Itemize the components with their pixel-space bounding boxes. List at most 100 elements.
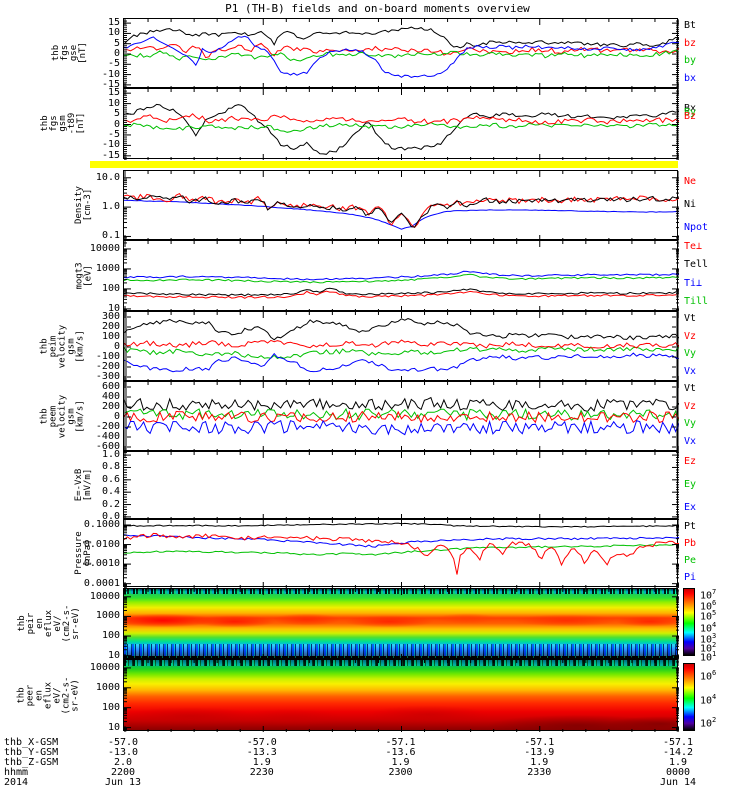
series-peim-velocity-Vy: [124, 346, 679, 360]
legend-peem-velocity-Vt: Vt: [684, 383, 697, 394]
ytick-efield-0.2: 0.2: [101, 498, 120, 510]
peir-colorbar-label-10e3: 103: [700, 631, 717, 646]
series-fgs-gsm-t89-Bx: [124, 103, 679, 155]
series-pressure-Pb: [124, 532, 679, 575]
peir-colorbar-label-10e6: 106: [700, 598, 717, 612]
legend-density-Ni: Ni: [684, 198, 697, 210]
ytick-peer-100: 100: [101, 701, 120, 713]
ytick-peem-velocity-400: 400: [101, 391, 120, 402]
legend-pressure-Pi: Pi: [684, 571, 697, 583]
ytick-peem-velocity-200: 200: [101, 401, 120, 412]
bottom-value-thb_Z-GSM-2: 1.9: [391, 757, 410, 768]
panel-peem-velocity: [123, 381, 679, 452]
series-temperature-Te⊥: [124, 290, 679, 299]
ytick-peim-velocity--200: -200: [95, 361, 120, 372]
peir-colorbar-label-10e7: 107: [700, 588, 717, 602]
panel-peir-canvas: [124, 589, 679, 660]
plot-title: P1 (TH-B) fields and on-board moments ov…: [225, 2, 530, 15]
legend-fgs-gsm-t89-Bz: Bz: [684, 111, 697, 123]
legend-temperature-Ti⊥: Ti⊥: [684, 277, 703, 289]
peir-colorbar-label-10e5: 105: [700, 609, 717, 623]
panel-peim-velocity: [123, 311, 679, 382]
legend-fgs-gsm-t89-Bx: Bx: [684, 102, 697, 114]
legend-efield-Ez: Ez: [684, 456, 697, 468]
ylabel-peer: thb peer en eflux eV/ (cm2-s- sr-eV): [16, 676, 81, 714]
flag-bar: [90, 161, 678, 168]
ytick-temperature-10000: 10000: [89, 242, 120, 254]
bottom-value-thb_X-GSM-4: -57.1: [662, 737, 694, 748]
peir-colorbar-label-10e4: 104: [700, 621, 717, 635]
ytick-fgs-gse--5: -5: [107, 58, 120, 70]
panel-peim-velocity-canvas: [124, 312, 679, 382]
ylabel-peim-velocity: thb peim velocity gsm [km/s]: [39, 324, 86, 368]
ytick-efield-0.0: 0.0: [101, 510, 120, 522]
ytick-peir-100: 100: [101, 630, 120, 642]
bottom-value-thb_X-GSM-0: -57.0: [107, 737, 139, 748]
peir-spk-b-layer: [124, 644, 677, 656]
ytick-fgs-gsm-t89--10: -10: [101, 139, 120, 151]
bottom-value-thb_Y-GSM-0: -13.0: [107, 747, 139, 758]
legend-efield-Ey: Ey: [684, 478, 697, 490]
bottom-value-thb_Y-GSM-4: -14.2: [662, 747, 694, 758]
panel-fgs-gsm-t89: [123, 88, 679, 160]
ytick-peem-velocity--200: -200: [95, 421, 120, 432]
bottom-value-thb_Y-GSM-3: -13.9: [524, 747, 555, 758]
ytick-peir-10000: 10000: [89, 590, 120, 602]
ytick-fgs-gsm-t89-15: 15: [107, 87, 120, 99]
series-peem-velocity-Vz: [124, 410, 679, 424]
series-temperature-Till: [124, 273, 679, 284]
series-peem-velocity-Vy: [124, 407, 679, 422]
ytick-efield-0.4: 0.4: [101, 486, 120, 498]
series-fgs-gse-bx: [124, 35, 679, 78]
ytick-fgs-gse-5: 5: [113, 37, 120, 49]
series-peim-velocity-Vx: [124, 352, 679, 373]
peir-colorbar-label-10e1: 101: [700, 649, 717, 663]
ytick-pressure-0.0100: 0.0100: [83, 538, 120, 550]
peer-colorbar-label-10e6: 106: [700, 668, 717, 683]
ytick-pressure-0.0010: 0.0010: [83, 558, 120, 570]
ytick-density-0.1: 0.1: [101, 230, 120, 242]
ytick-fgs-gsm-t89-10: 10: [107, 97, 120, 109]
ytick-pressure-0.0001: 0.0001: [83, 577, 120, 589]
legend-fgs-gsm-t89-By: By: [684, 107, 697, 119]
legend-efield-Ex: Ex: [684, 501, 697, 513]
ytick-peer-1000: 1000: [95, 681, 120, 693]
bottom-value-thb_X-GSM-1: -57.0: [246, 737, 277, 748]
bottom-row-label-thb_Y-GSM: thb_Y-GSM: [4, 747, 59, 758]
series-pressure-Pe: [124, 543, 679, 556]
panel-density: [123, 170, 679, 241]
panel-peem-velocity-canvas: [124, 382, 679, 452]
ytick-peer-10: 10: [107, 721, 120, 733]
series-fgs-gse-by: [124, 49, 679, 62]
ytick-density-10.0: 10.0: [95, 171, 120, 183]
ytick-efield-0.8: 0.8: [101, 461, 120, 473]
panel-pressure-canvas: [124, 520, 679, 588]
peer-colorbar-label-10e2: 102: [700, 716, 717, 730]
ytick-density-1.0: 1.0: [101, 201, 120, 213]
ytick-peem-velocity-0: 0: [113, 411, 120, 422]
ylabel-pressure: Pressure [nPa]: [74, 531, 93, 575]
legend-peim-velocity-Vz: Vz: [684, 330, 697, 342]
ytick-peem-velocity--600: -600: [95, 441, 120, 452]
ytick-peer-10000: 10000: [89, 661, 120, 673]
series-fgs-gsm-t89-Bz: [124, 113, 679, 125]
ytick-peim-velocity-100: 100: [101, 331, 120, 342]
legend-temperature-Tell: Tell: [684, 259, 709, 271]
legend-peim-velocity-Vy: Vy: [684, 348, 697, 359]
ytick-fgs-gse-10: 10: [107, 27, 120, 39]
legend-fgs-gse-bx: bx: [684, 72, 697, 84]
panel-fgs-gsm-t89-canvas: [124, 89, 679, 160]
ylabel-fgs-gsm-t89: thb fgs gsm -t89 [nT]: [39, 112, 86, 135]
bottom-value-thb_Z-GSM-0: 2.0: [113, 757, 133, 768]
series-peem-velocity-Vt: [124, 396, 679, 412]
panel-temperature: [123, 240, 679, 312]
panel-peer-canvas: [124, 660, 679, 732]
series-fgs-gse-Bt: [124, 26, 679, 49]
ytick-efield-1.0: 1.0: [101, 449, 120, 461]
ytick-peim-velocity-0: 0: [113, 341, 120, 352]
series-density-Npot: [124, 199, 679, 230]
panel-peer: [123, 659, 679, 732]
bottom-value-thb_Z-GSM-3: 1.9: [530, 757, 549, 768]
legend-peem-velocity-Vy: Vy: [684, 418, 697, 429]
panel-efield-canvas: [124, 452, 679, 520]
